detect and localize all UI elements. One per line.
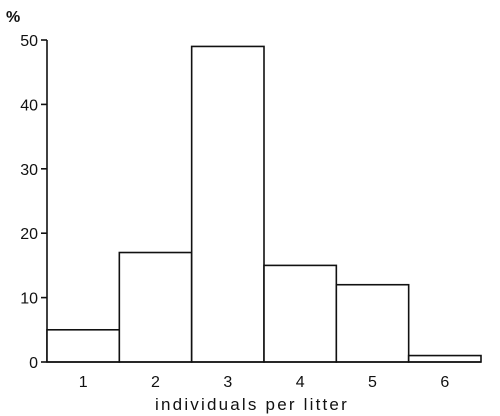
x-tick-label: 5 xyxy=(368,374,377,391)
y-axis: 0 10 20 30 40 50 xyxy=(20,33,48,372)
x-tick-label: 1 xyxy=(79,374,88,391)
x-axis-labels: 1 2 3 4 5 6 xyxy=(79,374,450,391)
x-tick-label: 2 xyxy=(151,374,160,391)
bars xyxy=(46,45,482,363)
bar-6 xyxy=(407,354,482,363)
y-tick-label: 50 xyxy=(20,33,38,50)
y-tick-label: 30 xyxy=(20,162,38,179)
bar-1 xyxy=(46,328,121,363)
x-axis-title: individuals per litter xyxy=(155,395,349,414)
y-tick-label: 40 xyxy=(20,97,38,114)
x-tick-label: 4 xyxy=(296,374,305,391)
x-tick-label: 6 xyxy=(440,374,449,391)
x-tick-label: 3 xyxy=(223,374,232,391)
y-tick-label: 0 xyxy=(29,355,38,372)
y-unit-label: % xyxy=(6,9,20,26)
y-tick-label: 20 xyxy=(20,226,38,243)
bar-5 xyxy=(335,283,410,363)
bar-2 xyxy=(118,251,193,363)
y-tick-label: 10 xyxy=(20,291,38,308)
bar-4 xyxy=(263,264,338,363)
bar-3 xyxy=(190,45,265,363)
